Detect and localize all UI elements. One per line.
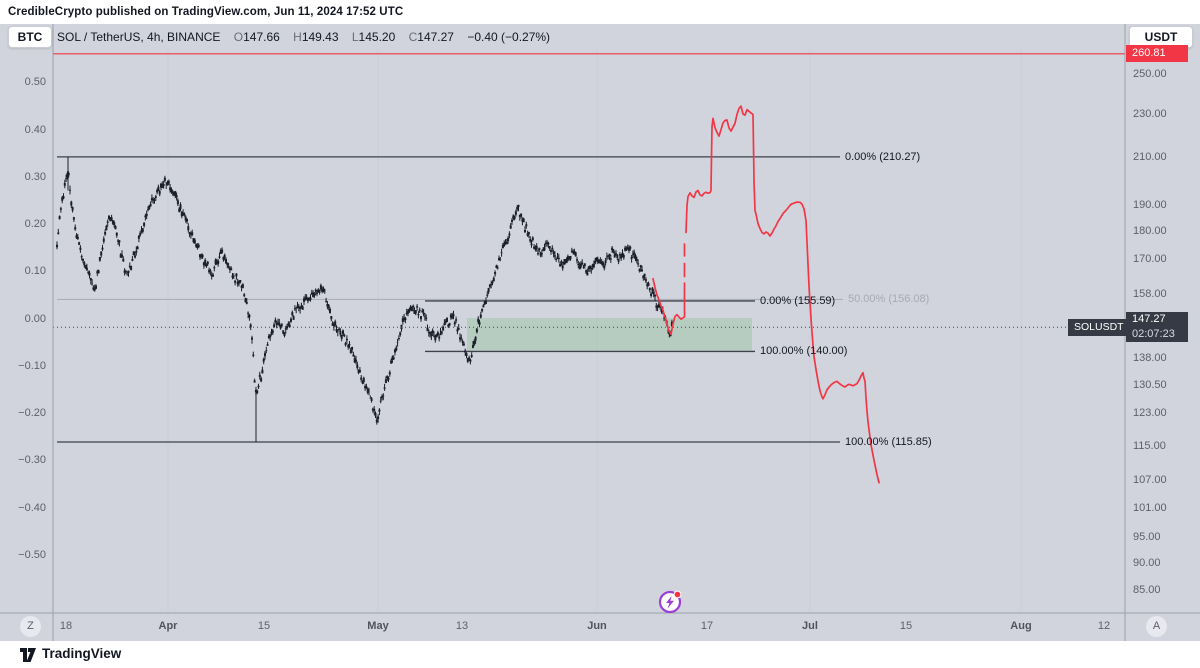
right-axis-tick-label: 190.00 — [1133, 199, 1167, 212]
high-label: H — [293, 30, 302, 44]
close-label: C — [408, 30, 418, 44]
right-axis-tick-label: 95.00 — [1133, 530, 1161, 543]
tradingview-brand-text[interactable]: TradingView — [42, 646, 122, 661]
right-axis-tick-label: 115.00 — [1133, 439, 1166, 452]
attribution-bar: CredibleCrypto published on TradingView.… — [0, 0, 1200, 24]
left-axis-tick-label: 0.00 — [24, 312, 46, 325]
bar-countdown: 02:07:23 — [1132, 328, 1175, 341]
left-corner-button[interactable]: Z — [20, 616, 41, 637]
left-axis-tick-label: −0.40 — [18, 501, 46, 514]
fib-level-label: 50.00% (156.08) — [848, 293, 930, 306]
right-axis-tick-label: 170.00 — [1133, 252, 1167, 265]
time-axis-tick-label: 13 — [455, 620, 469, 632]
left-scale-unit-button[interactable]: BTC — [8, 26, 52, 48]
left-axis-tick-label: −0.30 — [18, 454, 46, 467]
time-axis-tick-label: Aug — [1010, 620, 1032, 632]
right-axis-tick-label: 180.00 — [1133, 225, 1167, 238]
symbol-price-line-tag: SOLUSDT — [1068, 318, 1130, 336]
time-axis-tick-label: 18 — [59, 620, 73, 632]
right-axis-tick-label: 158.00 — [1133, 287, 1167, 300]
upper-price-badge: 260.81 — [1126, 45, 1188, 63]
fib-level-label: 0.00% (210.27) — [845, 150, 921, 163]
high-value: 149.43 — [301, 30, 339, 44]
right-scale-unit-button[interactable]: USDT — [1129, 26, 1193, 48]
left-axis-tick-label: 0.30 — [24, 170, 46, 183]
right-axis-tick-label: 101.00 — [1133, 501, 1167, 514]
low-value: 145.20 — [358, 30, 396, 44]
last-price-value: 147.27 — [1132, 313, 1166, 326]
tradingview-logo-icon[interactable] — [20, 648, 36, 662]
time-axis-tick-label: 17 — [700, 620, 714, 632]
time-axis-tick-label: 15 — [899, 620, 913, 632]
right-axis-tick-label: 230.00 — [1133, 107, 1167, 120]
left-axis-tick-label: −0.50 — [18, 548, 46, 561]
right-corner-button[interactable]: A — [1146, 616, 1167, 637]
fib-level-label: 0.00% (155.59) — [760, 294, 836, 307]
change-value: −0.40 (−0.27%) — [467, 30, 551, 44]
right-axis-tick-label: 90.00 — [1133, 556, 1161, 569]
time-axis-tick-label: Jun — [587, 620, 607, 632]
symbol-ohlc-row: SOL / TetherUS, 4h, BINANCE O147.66 H149… — [57, 26, 550, 48]
time-axis-tick-label: Jul — [802, 620, 818, 632]
left-axis-tick-label: 0.40 — [24, 123, 46, 136]
left-axis-tick-label: −0.20 — [18, 407, 46, 419]
right-axis-tick-label: 85.00 — [1133, 584, 1161, 597]
left-axis-tick-label: −0.10 — [18, 359, 46, 372]
close-value: 147.27 — [417, 30, 454, 44]
fib-level-label: 100.00% (115.85) — [845, 436, 932, 448]
right-axis-tick-label: 107.00 — [1133, 474, 1167, 486]
right-axis-tick-label: 250.00 — [1133, 68, 1167, 81]
fib-level-label: 100.00% (140.00) — [760, 345, 848, 358]
attribution-text: CredibleCrypto published on TradingView.… — [8, 6, 404, 18]
left-axis-tick-label: 0.10 — [24, 265, 46, 278]
footer: TradingView — [0, 641, 1200, 668]
right-axis-tick-label: 130.50 — [1133, 379, 1167, 392]
left-axis-tick-label: 0.20 — [24, 218, 46, 230]
symbol-title[interactable]: SOL / TetherUS, 4h, BINANCE — [57, 30, 221, 44]
time-axis-tick-label: May — [367, 620, 389, 632]
time-axis-tick-label: 12 — [1097, 620, 1111, 632]
right-axis-tick-label: 210.00 — [1133, 151, 1167, 164]
left-axis-tick-label: 0.50 — [24, 76, 46, 89]
open-label: O — [233, 30, 244, 44]
low-label: L — [351, 30, 359, 44]
time-axis-tick-label: 15 — [257, 620, 271, 632]
right-axis-tick-label: 138.00 — [1133, 352, 1167, 365]
time-axis-tick-label: Apr — [158, 620, 178, 632]
right-axis-tick-label: 123.00 — [1133, 407, 1167, 420]
event-flash-icon[interactable] — [656, 588, 684, 616]
open-value: 147.66 — [243, 30, 280, 44]
last-price-badge: 147.27 02:07:23 — [1126, 312, 1188, 343]
